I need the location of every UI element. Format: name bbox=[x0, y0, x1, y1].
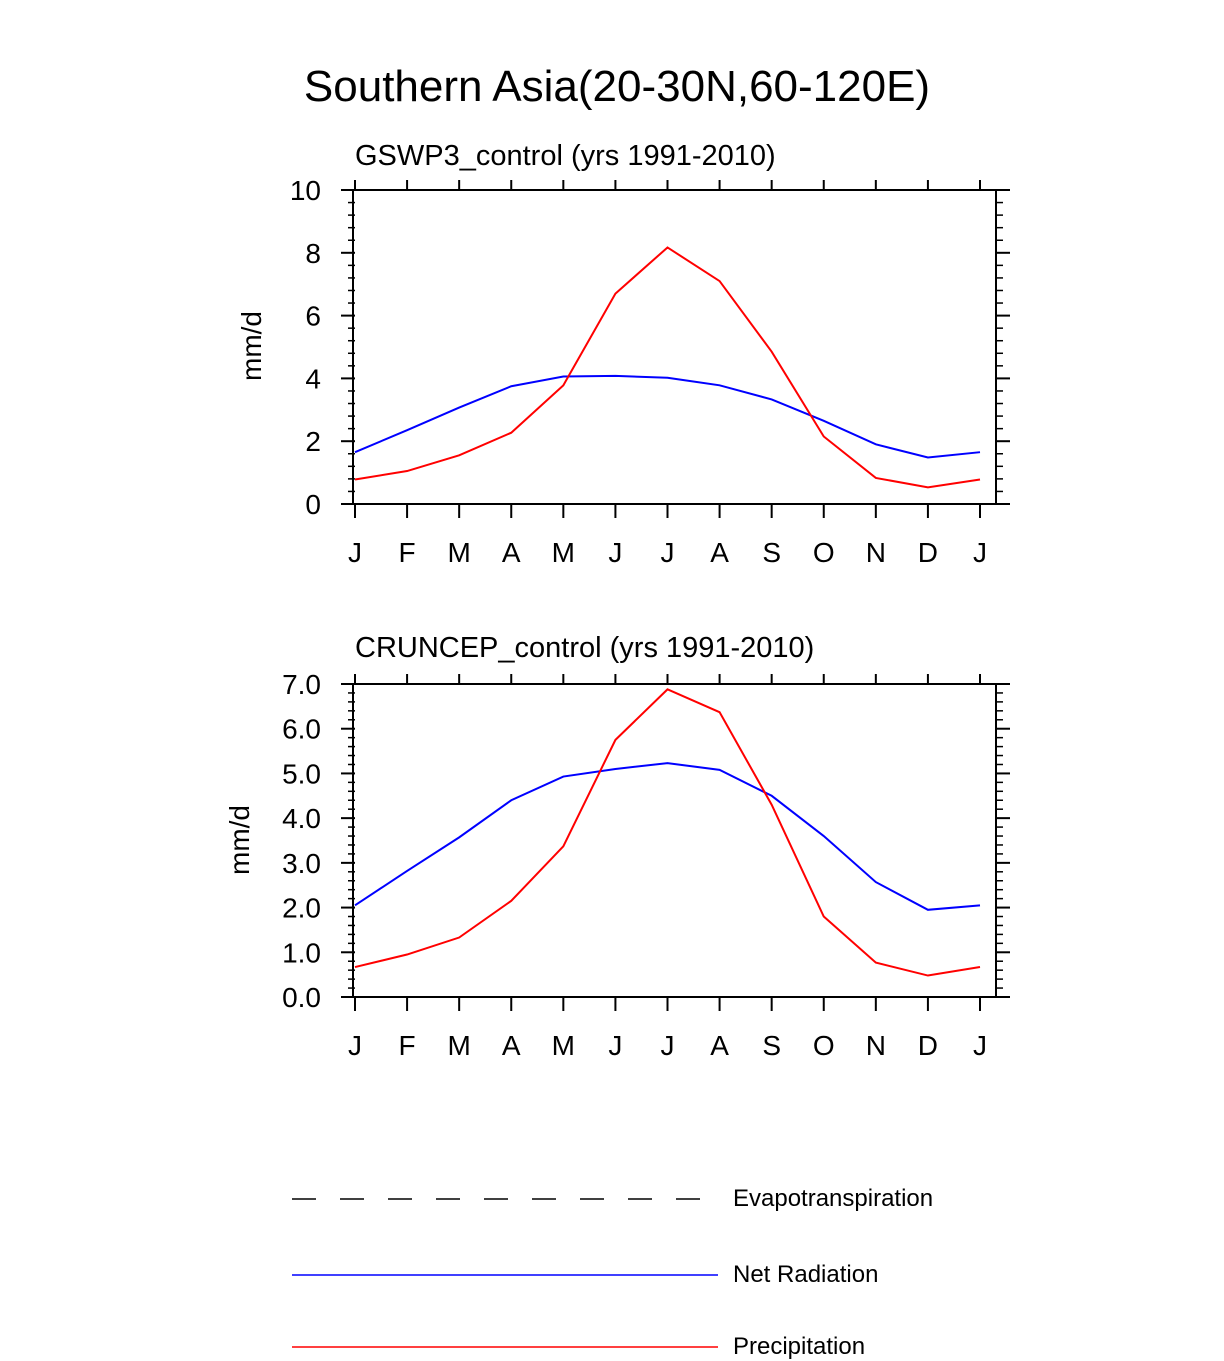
panel-2-xtick-label-5: J bbox=[608, 1030, 622, 1061]
panel-1-ytick-label-5: 10 bbox=[290, 175, 321, 206]
panel-1-ytick-label-0: 0 bbox=[305, 489, 321, 520]
panel-2-xtick-label-1: F bbox=[399, 1030, 416, 1061]
panel-2-ytick-label-2: 2.0 bbox=[282, 893, 321, 924]
panel-2-xtick-label-3: A bbox=[502, 1030, 521, 1061]
legend-label-evapotranspiration: Evapotranspiration bbox=[733, 1185, 933, 1213]
panel-1-xtick-label-12: J bbox=[973, 537, 987, 568]
panel-2-xtick-label-10: N bbox=[866, 1030, 886, 1061]
panel-2-frame bbox=[353, 684, 996, 997]
panel-1-xtick-label-5: J bbox=[608, 537, 622, 568]
panel-1-xtick-label-3: A bbox=[502, 537, 521, 568]
panel-2-xtick-label-2: M bbox=[448, 1030, 471, 1061]
panel-1-ytick-label-4: 8 bbox=[305, 238, 321, 269]
panel-2-ytick-label-0: 0.0 bbox=[282, 982, 321, 1013]
panel-1-xtick-label-11: D bbox=[918, 537, 938, 568]
panel-2-xtick-label-0: J bbox=[348, 1030, 362, 1061]
panel-1-xtick-label-1: F bbox=[399, 537, 416, 568]
panel-1-series-net-radiation bbox=[355, 376, 980, 458]
panel-1-xtick-label-2: M bbox=[448, 537, 471, 568]
panel-2-xtick-label-12: J bbox=[973, 1030, 987, 1061]
panel-1-series-precipitation bbox=[355, 247, 980, 487]
panel-1-xtick-label-8: S bbox=[762, 537, 781, 568]
panel-2-xtick-label-9: O bbox=[813, 1030, 835, 1061]
panel-1-ytick-label-3: 6 bbox=[305, 301, 321, 332]
panel-2-series-net-radiation bbox=[355, 763, 980, 910]
panel-2-ytick-label-4: 4.0 bbox=[282, 803, 321, 834]
panel-2-ytick-label-3: 3.0 bbox=[282, 848, 321, 879]
panel-1-frame bbox=[353, 190, 996, 504]
panel-1-ytick-label-2: 4 bbox=[305, 363, 321, 394]
panel-2-xtick-label-7: A bbox=[710, 1030, 729, 1061]
panel-1-xtick-label-10: N bbox=[866, 537, 886, 568]
panel-2-series-precipitation bbox=[355, 689, 980, 975]
panel-1-xtick-label-4: M bbox=[552, 537, 575, 568]
panel-2-ytick-label-5: 5.0 bbox=[282, 758, 321, 789]
panel-2-ytick-label-7: 7.0 bbox=[282, 669, 321, 700]
panel-1-ytick-label-1: 2 bbox=[305, 426, 321, 457]
panel-2-ytick-label-6: 6.0 bbox=[282, 714, 321, 745]
panel-1-xtick-label-0: J bbox=[348, 537, 362, 568]
panel-2-xtick-label-4: M bbox=[552, 1030, 575, 1061]
panel-2-xtick-label-8: S bbox=[762, 1030, 781, 1061]
panel-1-xtick-label-9: O bbox=[813, 537, 835, 568]
panel-2-xtick-label-11: D bbox=[918, 1030, 938, 1061]
legend-label-precipitation: Precipitation bbox=[733, 1333, 865, 1361]
panel-1-xtick-label-7: A bbox=[710, 537, 729, 568]
panel-2-ytick-label-1: 1.0 bbox=[282, 937, 321, 968]
legend-label-net-radiation: Net Radiation bbox=[733, 1261, 878, 1289]
panel-2-xtick-label-6: J bbox=[661, 1030, 675, 1061]
panel-1-xtick-label-6: J bbox=[661, 537, 675, 568]
